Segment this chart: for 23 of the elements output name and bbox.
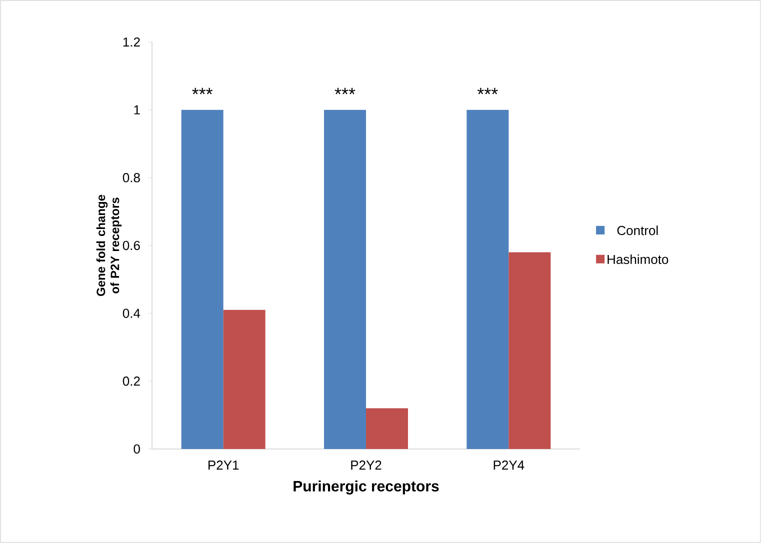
x-axis-title: Purinergic receptors <box>294 480 439 495</box>
y-tick-label: 1.2 <box>123 37 140 47</box>
bar <box>181 110 224 449</box>
annotation: *** <box>477 88 498 94</box>
y-tick-label: 0 <box>134 444 140 454</box>
y-tick-label: 0.8 <box>122 173 140 182</box>
y-tick-label: 0.4 <box>122 308 140 318</box>
y-tick-label: 0.2 <box>122 376 140 386</box>
y-tick-label: 0.6 <box>122 240 140 250</box>
legend-label: Control <box>617 226 658 236</box>
bar <box>223 310 266 449</box>
y-axis-title: Gene fold change of P2Y receptors <box>96 194 122 296</box>
annotation: *** <box>192 88 213 94</box>
x-tick-label: P2Y1 <box>208 460 239 470</box>
bar <box>508 252 551 449</box>
legend-label: Hashimoto <box>608 254 668 264</box>
bar <box>466 110 509 449</box>
x-tick-label: P2Y4 <box>494 460 524 470</box>
bar <box>324 110 366 449</box>
annotation: *** <box>334 88 356 94</box>
x-tick-label: P2Y2 <box>351 460 382 470</box>
bar <box>366 408 408 449</box>
y-tick-label: 1 <box>134 105 140 114</box>
